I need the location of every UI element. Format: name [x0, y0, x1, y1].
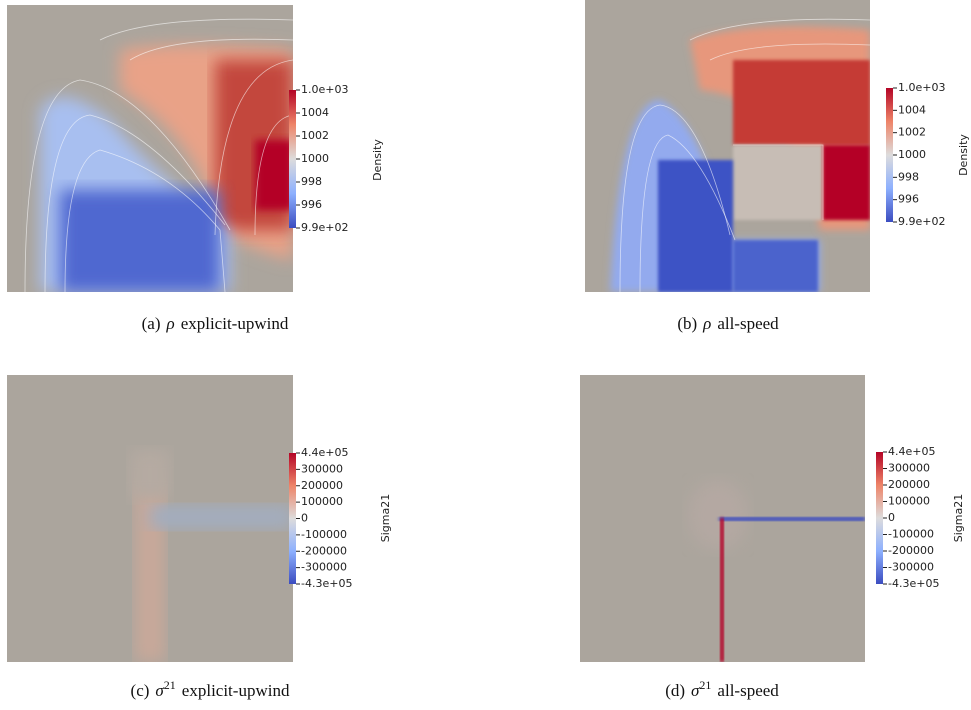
colorbar-label: 1000	[898, 148, 926, 161]
colorbar-label: -200000	[888, 544, 934, 557]
colorbar-label: 0	[888, 511, 895, 524]
colorbar-label: 1004	[898, 103, 926, 116]
colorbar	[876, 452, 883, 584]
colorbar-title: Density	[957, 134, 970, 176]
colorbar-label: 996	[898, 193, 919, 206]
colorbar-label: -300000	[301, 561, 347, 574]
colorbar-label: 1002	[898, 126, 926, 139]
colorbar-label: 300000	[888, 462, 930, 475]
caption-symbol: σ	[155, 681, 164, 700]
colorbar-label: 100000	[888, 495, 930, 508]
stress-field-d	[580, 375, 865, 662]
colorbar-label: -200000	[301, 544, 347, 557]
colorbar-label: 200000	[888, 478, 930, 491]
colorbar-label: 9.9e+02	[301, 221, 348, 234]
colorbar-label: -100000	[301, 528, 347, 541]
caption-text: all-speed	[717, 314, 779, 333]
caption-text: explicit-upwind	[181, 314, 289, 333]
caption: (d) σ21 all-speed	[665, 678, 779, 700]
colorbar-label: 0	[301, 512, 308, 525]
caption-superscript: 21	[164, 678, 176, 692]
colorbar-label: 9.9e+02	[898, 215, 945, 228]
caption-label: (b)	[677, 314, 697, 333]
caption-superscript: 21	[699, 678, 711, 692]
colorbar-label: -4.3e+05	[301, 577, 352, 590]
colorbar-label: 998	[898, 170, 919, 183]
colorbar-label: 200000	[301, 479, 343, 492]
colorbar-label: 100000	[301, 495, 343, 508]
caption-label: (c)	[131, 681, 150, 700]
colorbar-label: 300000	[301, 462, 343, 475]
caption-symbol: ρ	[166, 314, 175, 333]
colorbar-label: 1002	[301, 129, 329, 142]
colorbar-title: Density	[371, 139, 384, 181]
colorbar-label: 4.4e+05	[888, 445, 935, 458]
colorbar	[289, 453, 296, 584]
colorbar-label: 1.0e+03	[301, 83, 348, 96]
colorbar-label: 1.0e+03	[898, 81, 945, 94]
caption-text: explicit-upwind	[182, 681, 290, 700]
colorbar-label: 4.4e+05	[301, 446, 348, 459]
stress-field-c	[7, 375, 293, 662]
colorbar	[886, 88, 893, 222]
caption-label: (d)	[665, 681, 685, 700]
density-field-b	[585, 0, 870, 292]
caption: (a) ρ explicit-upwind	[142, 314, 289, 333]
caption: (c) σ21 explicit-upwind	[131, 678, 290, 700]
colorbar-title: Sigma21	[379, 494, 392, 542]
density-field-a	[7, 5, 293, 292]
colorbar-label: 998	[301, 175, 322, 188]
caption-symbol: σ	[691, 681, 700, 700]
colorbar-label: -300000	[888, 561, 934, 574]
colorbar-label: 1004	[301, 106, 329, 119]
caption: (b) ρ all-speed	[677, 314, 779, 333]
colorbar-label: -100000	[888, 528, 934, 541]
colorbar	[289, 90, 296, 228]
colorbar-label: -4.3e+05	[888, 577, 939, 590]
colorbar-label: 996	[301, 198, 322, 211]
caption-text: all-speed	[717, 681, 779, 700]
colorbar-title: Sigma21	[952, 494, 965, 542]
caption-label: (a)	[142, 314, 161, 333]
colorbar-label: 1000	[301, 152, 329, 165]
caption-symbol: ρ	[702, 314, 711, 333]
